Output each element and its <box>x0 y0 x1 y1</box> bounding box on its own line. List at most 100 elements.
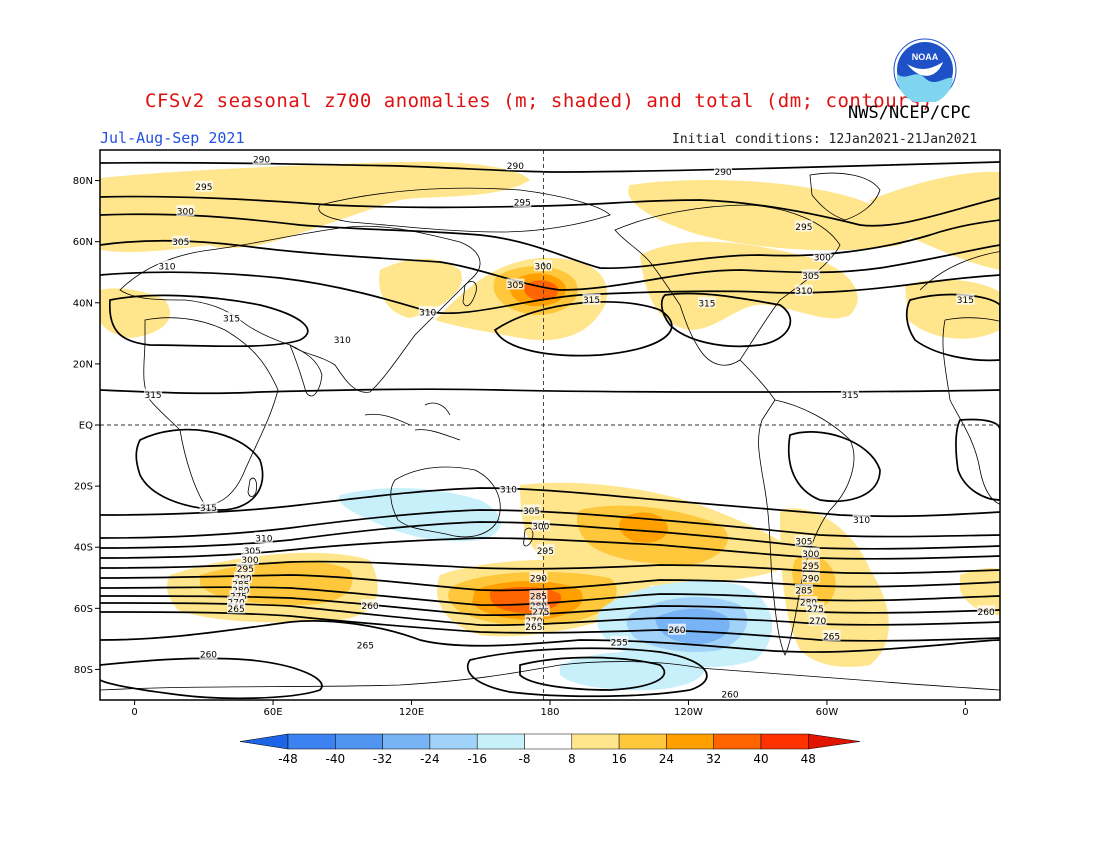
contour-label: 315 <box>698 299 715 309</box>
contour-270-south <box>100 602 1000 626</box>
contour-label: 290 <box>714 168 731 178</box>
contour-305-south <box>100 509 1000 539</box>
contour-label: 305 <box>507 281 524 291</box>
initial-conditions: Initial conditions: 12Jan2021-21Jan2021 <box>672 132 978 147</box>
lon-tick-label: 0 <box>962 707 968 718</box>
contour-label: 265 <box>525 623 542 633</box>
contour-label-bg <box>356 639 375 650</box>
contour-label: 310 <box>419 308 436 318</box>
contour-label-bg <box>813 250 832 262</box>
colorbar-swatch <box>382 733 431 750</box>
contour-label-bg <box>418 305 437 317</box>
contour-label: 265 <box>228 605 245 615</box>
colorbar-swatch <box>618 733 667 750</box>
reference-lines <box>100 150 1000 700</box>
contour-label-bg <box>808 614 827 626</box>
contour-315-south-america-closed <box>787 431 881 503</box>
lat-tick-label: 20S <box>74 482 93 493</box>
colorbar-swatch <box>287 733 336 750</box>
colorbar-tick-label: 40 <box>753 752 768 766</box>
anomaly-positive-arctic-east <box>628 180 913 251</box>
contour-label-bg <box>524 620 543 632</box>
contour-label-bg <box>536 544 555 556</box>
africa-outline <box>143 317 279 506</box>
contour-label-bg <box>333 333 352 345</box>
contour-label: 310 <box>334 336 351 346</box>
contour-label-bg <box>506 278 525 290</box>
contour-label-bg <box>236 562 255 574</box>
lon-tick-label: 120E <box>399 707 424 718</box>
colorbar-swatch <box>713 733 762 750</box>
colorbar-swatch <box>666 733 714 750</box>
lon-tick-label: 60W <box>816 707 839 718</box>
lon-tick-label: 120W <box>674 707 703 718</box>
contour-label-bg <box>531 519 550 531</box>
contour-label: 265 <box>823 632 840 642</box>
contour-315-south-closed <box>135 428 264 511</box>
new-zealand-outline <box>523 527 534 547</box>
contour-label-bg <box>801 559 820 571</box>
lat-tick-label: 60N <box>73 237 93 248</box>
contour-label: 295 <box>195 183 212 193</box>
colorbar-tick-label: 8 <box>568 752 576 766</box>
contour-label-bg <box>794 220 813 232</box>
contour-label-bg <box>822 629 841 641</box>
contour-label: 260 <box>668 626 685 636</box>
contour-label-bg <box>227 596 246 608</box>
anomaly-positive-greenland <box>870 171 1000 270</box>
contour-label-bg <box>234 571 253 583</box>
contour-label-bg <box>522 504 541 516</box>
colorbar-tick-label: 32 <box>706 752 721 766</box>
contour-label-bg <box>794 535 813 547</box>
india-outline <box>289 344 323 397</box>
contour-label-bg <box>714 165 733 177</box>
central-america-outline <box>739 359 776 401</box>
contour-label: 275 <box>807 605 824 615</box>
contour-label: 300 <box>532 522 549 532</box>
contour-label-bg <box>171 235 190 247</box>
agency-label: NWS/NCEP/CPC <box>848 103 971 123</box>
contour-label-bg <box>529 590 548 602</box>
japan-outline <box>462 281 477 307</box>
contour-label-bg <box>801 571 820 583</box>
contour-label-bg <box>227 602 246 614</box>
contour-label-bg <box>157 260 176 272</box>
contour-label-bg <box>144 388 163 400</box>
colorbar-tick-label: -8 <box>519 752 531 766</box>
lat-tick-label: 20N <box>73 359 93 370</box>
contour-label-bg <box>199 648 218 660</box>
contour-label-bg <box>252 153 271 165</box>
contour-label-bg <box>176 205 195 217</box>
contour-label: 265 <box>357 642 374 652</box>
contour-290-north <box>100 161 1000 173</box>
contour-label-bg <box>697 296 716 308</box>
colorbar-tick-label: 24 <box>659 752 674 766</box>
colorbar-swatch <box>429 733 478 750</box>
madagascar-outline <box>247 477 257 497</box>
colorbar-tick-label: -40 <box>325 752 345 766</box>
contour-label: 315 <box>583 296 600 306</box>
contour-315-tropics <box>100 388 1000 395</box>
anomaly-positive-south-atlantic <box>960 567 1000 615</box>
lat-tick-label: 60S <box>74 604 93 615</box>
contour-label-bg <box>254 532 273 544</box>
contour-label: 315 <box>841 391 858 401</box>
height-contours <box>100 161 1000 700</box>
contour-label: 300 <box>814 253 831 263</box>
contour-label-bg <box>499 483 518 495</box>
longitude-axis: 0 60E 120E 180 120W 60W 0 <box>131 700 969 718</box>
anomaly-positive-mediterranean <box>100 288 171 338</box>
contour-label-bg <box>801 547 820 559</box>
contour-label-bg <box>506 159 525 171</box>
contour-label: 310 <box>853 516 870 526</box>
contour-label: 260 <box>978 608 995 618</box>
contour-label-bg <box>513 195 532 207</box>
noaa-logo-text: NOAA <box>912 52 939 62</box>
colorbar-swatch <box>335 733 383 750</box>
contour-label: 315 <box>200 504 217 514</box>
lon-tick-label: 60E <box>264 707 283 718</box>
contour-260-antarctic <box>100 657 323 700</box>
greenland-outline <box>809 172 881 221</box>
contour-285-south <box>100 574 1000 592</box>
